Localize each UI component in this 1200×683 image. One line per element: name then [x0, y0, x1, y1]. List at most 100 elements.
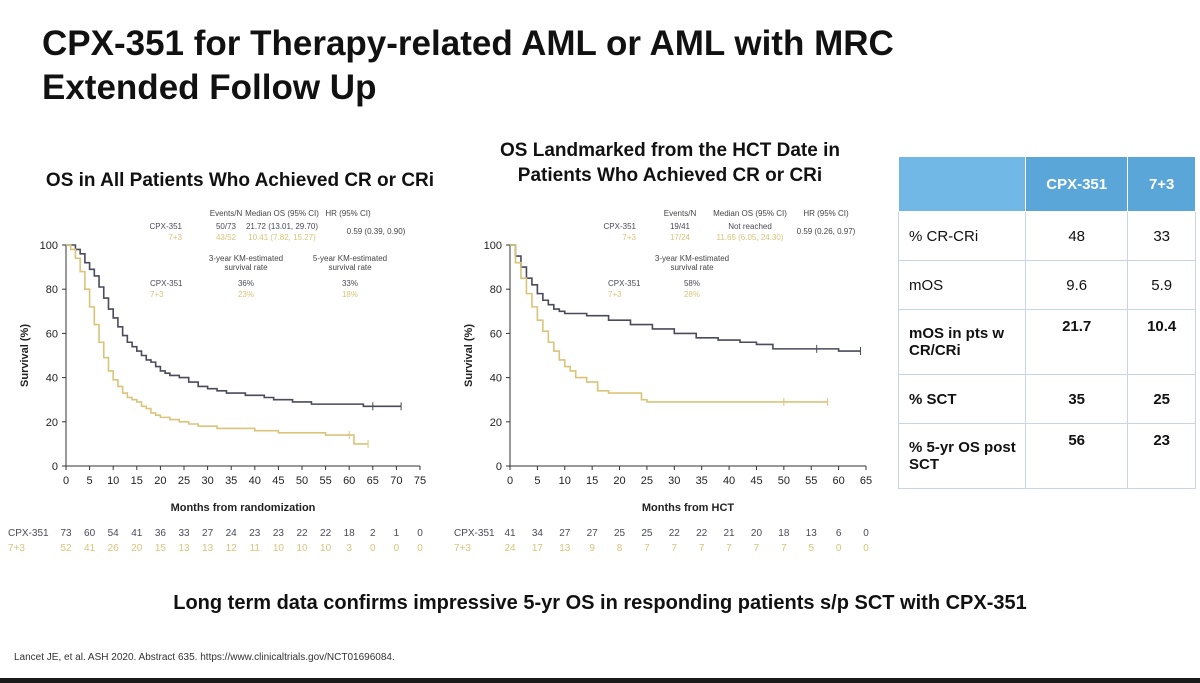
chart1-x-tick-label: 60 — [343, 475, 355, 487]
chart1-at-risk-value: 12 — [226, 543, 238, 554]
chart1-x-tick-label: 0 — [63, 475, 69, 487]
table-row-label: mOS — [898, 260, 1026, 310]
chart1-at-risk-value: 52 — [60, 543, 72, 554]
chart1-y-tick-label: 20 — [46, 417, 58, 429]
chart2-inset-header: HR (95% CI) — [803, 209, 849, 218]
chart2-at-risk-value: 34 — [532, 528, 544, 539]
chart2-series-cpx-line — [510, 244, 861, 352]
chart1-x-tick-label: 20 — [154, 475, 166, 487]
chart2-at-risk-value: 0 — [863, 543, 869, 554]
summary-table: CPX-351 7+3 % CR-CRi 48 33 mOS 9.6 5.9 m… — [898, 156, 1196, 489]
chart1-inset-header: Median OS (95% CI) — [245, 209, 319, 218]
chart1-inset-km-3yr: 36% — [238, 279, 254, 288]
chart1-y-axis-label: Survival (%) — [19, 324, 31, 387]
citation: Lancet JE, et al. ASH 2020. Abstract 635… — [14, 652, 395, 663]
chart1-x-tick-label: 35 — [225, 475, 237, 487]
chart1-at-risk-value: 20 — [131, 543, 143, 554]
chart2-x-tick-label: 30 — [668, 475, 680, 487]
chart1-x-tick-label: 10 — [107, 475, 119, 487]
chart1-inset-km-3yr: 23% — [238, 290, 254, 299]
chart2-inset-median: 11.65 (6.05, 24.30) — [716, 233, 783, 242]
chart1-y-tick-label: 60 — [46, 328, 58, 340]
chart2-y-axis-label: Survival (%) — [463, 324, 475, 387]
chart1-x-axis-label: Months from randomization — [171, 502, 316, 514]
chart1-at-risk-value: 41 — [84, 543, 96, 554]
summary-statement: Long term data confirms impressive 5-yr … — [173, 592, 1027, 614]
chart1-at-risk-value: 0 — [417, 543, 423, 554]
chart2-inset-hr: 0.59 (0.26, 0.97) — [797, 227, 856, 236]
chart2-x-tick-label: 0 — [507, 475, 513, 487]
chart1-x-tick-label: 70 — [390, 475, 402, 487]
chart2-at-risk-value: 20 — [751, 528, 763, 539]
chart2-x-tick-label: 40 — [723, 475, 735, 487]
chart1-inset-events: 50/73 — [216, 222, 237, 231]
chart2-at-risk-value: 25 — [641, 528, 653, 539]
chart1-at-risk-value: 15 — [155, 543, 167, 554]
chart1-x-tick-label: 30 — [201, 475, 213, 487]
table-cell-seven-three: 23 — [1127, 423, 1196, 489]
table-header-cpx: CPX-351 — [1024, 156, 1129, 212]
chart2-series-seven-three-line — [510, 244, 828, 403]
chart2-inset-km-arm: CPX-351 — [608, 279, 641, 288]
table-row: mOS 9.6 5.9 — [898, 260, 1196, 310]
chart2-at-risk-value: 7 — [781, 543, 787, 554]
table-cell-cpx: 48 — [1024, 211, 1129, 261]
chart1-inset-events: 43/52 — [216, 233, 237, 242]
chart1-at-risk-value: 22 — [296, 528, 308, 539]
bottom-bar — [0, 678, 1200, 683]
chart2-inset-km-3yr: 28% — [684, 290, 700, 299]
chart2-y-tick-label: 40 — [490, 373, 502, 385]
table-row: % SCT 35 25 — [898, 374, 1196, 424]
table-cell-seven-three: 5.9 — [1127, 260, 1196, 310]
chart1-inset-km-header: 3-year KM-estimated — [209, 254, 283, 263]
chart1-at-risk-value: 13 — [202, 543, 214, 554]
chart1-at-risk-value: 23 — [249, 528, 261, 539]
chart1-at-risk-value: 10 — [273, 543, 285, 554]
chart1-at-risk-value: 73 — [60, 528, 72, 539]
chart2-at-risk-label: 7+3 — [454, 543, 471, 554]
chart2-y-tick-label: 60 — [490, 328, 502, 340]
table-row-label: % 5-yr OS post SCT — [898, 423, 1026, 489]
chart2-at-risk-value: 27 — [587, 528, 599, 539]
table-cell-cpx: 9.6 — [1024, 260, 1129, 310]
chart1-at-risk-value: 10 — [320, 543, 332, 554]
chart2-inset-km-header-2: survival rate — [670, 263, 714, 272]
chart1-inset-km-arm: CPX-351 — [150, 279, 183, 288]
chart2-at-risk-label: CPX-351 — [454, 528, 495, 539]
chart1-inset-km-arm: 7+3 — [150, 290, 164, 299]
chart2-x-tick-label: 25 — [641, 475, 653, 487]
slide-title-line1: CPX-351 for Therapy-related AML or AML w… — [42, 24, 894, 63]
chart2-y-tick-label: 80 — [490, 284, 502, 296]
chart2-inset-events: 19/41 — [670, 222, 691, 231]
chart1-at-risk-value: 11 — [250, 543, 261, 554]
chart1-y-tick-label: 100 — [40, 240, 58, 252]
chart2-x-tick-label: 45 — [750, 475, 762, 487]
chart1-at-risk-value: 13 — [178, 543, 190, 554]
table-row-label: mOS in pts w CR/CRi — [898, 309, 1026, 375]
table-row: mOS in pts w CR/CRi 21.7 10.4 — [898, 309, 1196, 375]
chart1-inset-median: 21.72 (13.01, 29.70) — [246, 222, 318, 231]
chart1-at-risk-label: 7+3 — [8, 543, 25, 554]
chart2-at-risk-value: 41 — [504, 528, 516, 539]
chart1-at-risk-value: 24 — [226, 528, 238, 539]
chart2-at-risk-value: 7 — [726, 543, 732, 554]
chart2-at-risk-value: 7 — [754, 543, 760, 554]
slide-title-line2: Extended Follow Up — [42, 68, 377, 107]
table-cell-seven-three: 25 — [1127, 374, 1196, 424]
chart2-x-tick-label: 60 — [832, 475, 844, 487]
chart1-at-risk-value: 22 — [320, 528, 332, 539]
chart1-x-tick-label: 40 — [249, 475, 261, 487]
chart1-at-risk-value: 1 — [394, 528, 400, 539]
chart2-at-risk-value: 8 — [617, 543, 623, 554]
chart2-at-risk-value: 7 — [699, 543, 705, 554]
chart2-at-risk-value: 17 — [532, 543, 544, 554]
chart1-at-risk-value: 36 — [155, 528, 167, 539]
chart1-inset-km-5yr: 33% — [342, 279, 358, 288]
chart2-inset-km-3yr: 58% — [684, 279, 700, 288]
chart1-inset-header: Events/N — [210, 209, 243, 218]
chart1-y-tick-label: 0 — [52, 461, 58, 473]
chart1-at-risk-value: 33 — [178, 528, 190, 539]
chart2-at-risk-value: 22 — [669, 528, 681, 539]
chart2-x-tick-label: 65 — [860, 475, 872, 487]
